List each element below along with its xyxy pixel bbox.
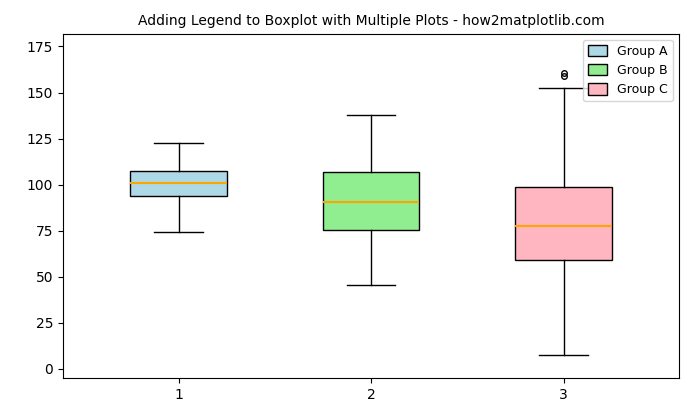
Legend: Group A, Group B, Group C: Group A, Group B, Group C	[583, 40, 673, 101]
PathPatch shape	[515, 187, 612, 260]
PathPatch shape	[323, 172, 419, 231]
Title: Adding Legend to Boxplot with Multiple Plots - how2matplotlib.com: Adding Legend to Boxplot with Multiple P…	[138, 14, 604, 28]
PathPatch shape	[130, 171, 227, 197]
